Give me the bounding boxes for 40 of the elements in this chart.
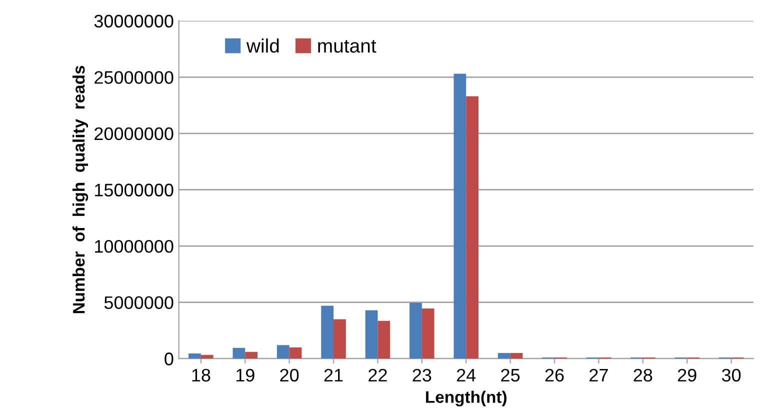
y-tick-label: 25000000 xyxy=(94,71,174,84)
bar xyxy=(422,308,434,359)
x-tick-label: 19 xyxy=(236,368,254,382)
x-tick-label: 25 xyxy=(501,368,520,382)
bar xyxy=(378,320,390,359)
bar xyxy=(232,348,246,359)
x-tick-label: 18 xyxy=(192,368,210,382)
x-tick-label: 26 xyxy=(545,368,564,382)
x-tick-label: 30 xyxy=(722,368,741,382)
x-tick-label: 24 xyxy=(456,368,476,382)
y-tick-label: 0 xyxy=(164,352,174,366)
bar xyxy=(365,310,378,359)
y-tick-label: 30000000 xyxy=(94,14,174,28)
x-tick-label: 27 xyxy=(590,368,608,382)
y-axis-title: Number of high quality reads xyxy=(72,66,88,314)
x-tick-label: 29 xyxy=(678,368,696,382)
bar xyxy=(454,74,466,359)
bar xyxy=(466,96,478,359)
bar xyxy=(334,319,346,359)
x-tick-label: 21 xyxy=(324,368,343,382)
bar xyxy=(321,306,334,359)
x-tick-label: 20 xyxy=(280,368,299,382)
legend-label: wild xyxy=(246,38,279,53)
y-tick-label: 20000000 xyxy=(94,127,174,140)
bar xyxy=(200,354,214,359)
y-tick-label: 5000000 xyxy=(104,296,174,310)
y-tick-label: 10000000 xyxy=(95,240,174,253)
x-axis-title: Length(nt) xyxy=(426,390,506,406)
x-tick-label: 28 xyxy=(634,368,652,382)
x-tick-label: 22 xyxy=(368,368,387,382)
y-tick-label: 15000000 xyxy=(95,184,174,196)
bar xyxy=(410,302,422,359)
bar xyxy=(289,347,302,359)
bar xyxy=(188,354,201,359)
x-tick-label: 23 xyxy=(412,368,432,382)
legend-label: mutant xyxy=(318,40,376,53)
bar xyxy=(498,352,510,359)
bar xyxy=(510,352,523,359)
bar xyxy=(276,345,290,359)
bar xyxy=(245,352,258,359)
